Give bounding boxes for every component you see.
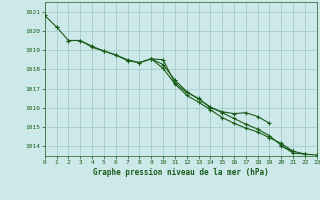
X-axis label: Graphe pression niveau de la mer (hPa): Graphe pression niveau de la mer (hPa) [93,168,269,177]
